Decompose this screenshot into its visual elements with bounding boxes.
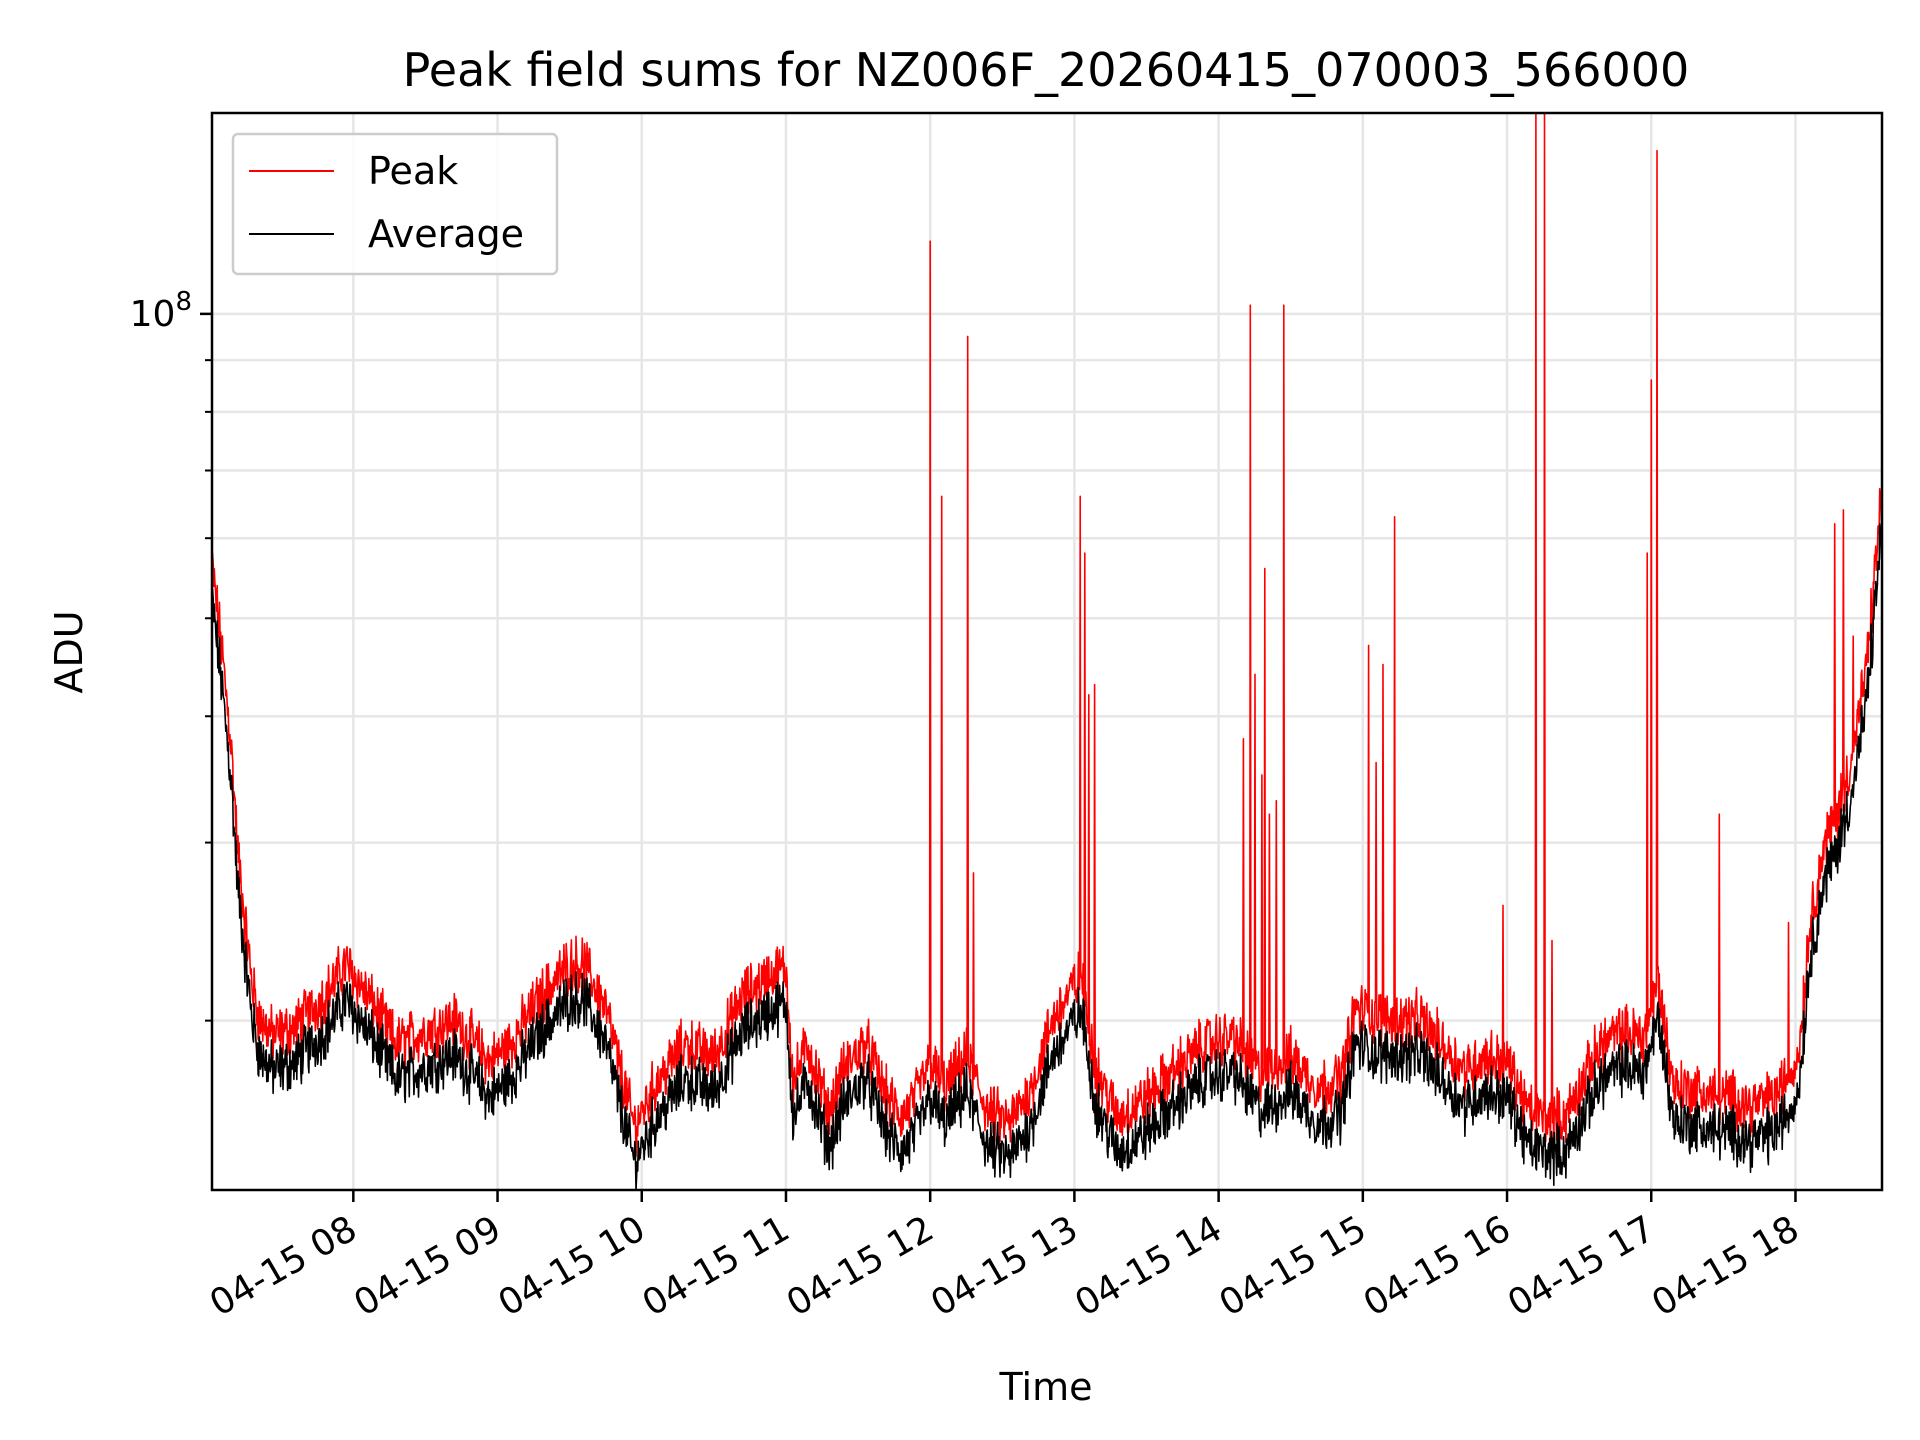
y-axis: 108 bbox=[130, 287, 212, 1022]
series-line-average bbox=[211, 523, 1883, 1191]
y-tick-label: 108 bbox=[130, 287, 192, 335]
plot-frame bbox=[210, 111, 1884, 1192]
series-line-peak bbox=[211, 112, 1883, 1158]
y-axis-label: ADU bbox=[47, 610, 91, 693]
legend-label-peak: Peak bbox=[368, 149, 458, 193]
chart-title: Peak field sums for NZ006F_20260415_0700… bbox=[403, 43, 1690, 97]
x-axis-label: Time bbox=[999, 1365, 1093, 1409]
legend: Peak Average bbox=[231, 132, 559, 276]
legend-label-average: Average bbox=[368, 212, 524, 256]
plot-area bbox=[211, 112, 1883, 1191]
legend-box bbox=[231, 132, 559, 276]
